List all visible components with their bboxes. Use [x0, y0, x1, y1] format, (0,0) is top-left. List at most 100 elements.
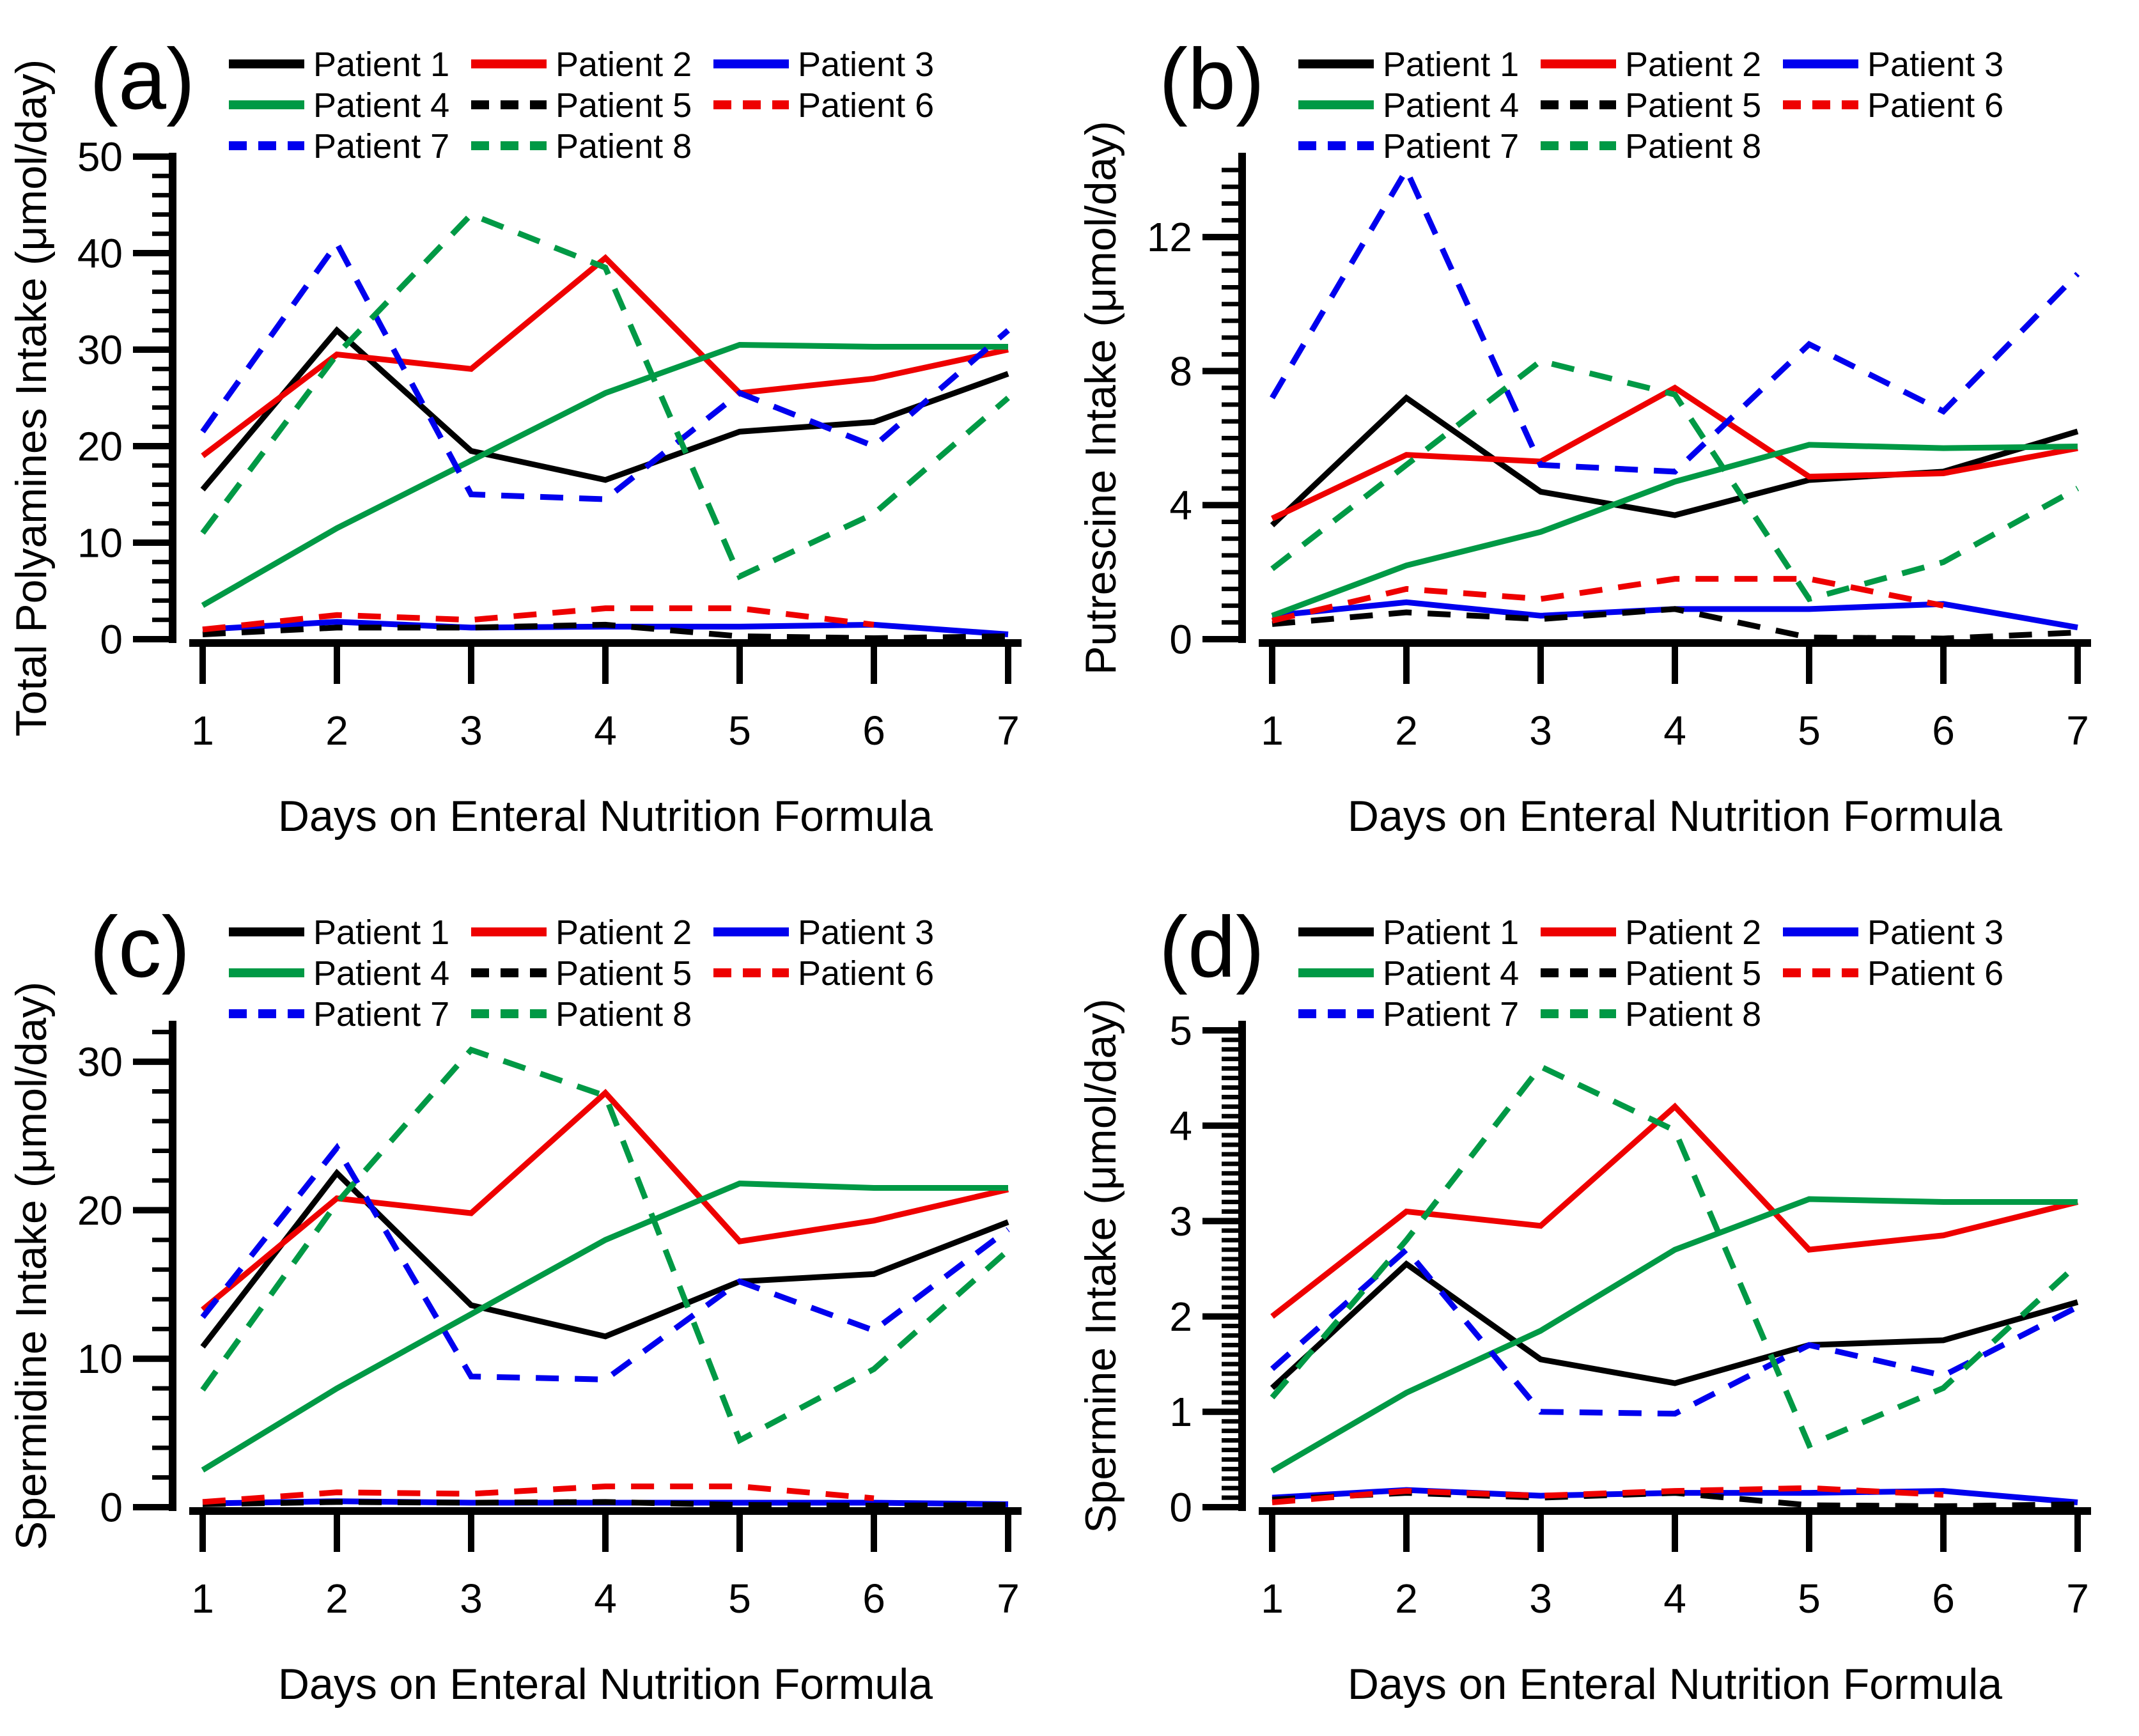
- legend-label: Patient 6: [1867, 86, 2003, 125]
- legend-label: Patient 6: [798, 86, 934, 125]
- legend-item: Patient 7: [1298, 127, 1519, 166]
- series-patient-6: [1272, 1485, 1944, 1506]
- legend-label: Patient 1: [313, 45, 449, 84]
- legend-label: Patient 7: [1383, 995, 1519, 1034]
- legend-label: Patient 6: [798, 954, 934, 993]
- series-patient-2: [201, 254, 1009, 458]
- x-axis-title: Days on Enteral Nutrition Formula: [278, 792, 933, 841]
- legend-label: Patient 5: [1625, 86, 1761, 125]
- series-patient-2: [1270, 1103, 2079, 1319]
- x-axis-title: Days on Enteral Nutrition Formula: [278, 1660, 933, 1709]
- legend-label: Patient 7: [313, 127, 449, 166]
- x-tick-label: 2: [325, 1576, 348, 1622]
- legend-label: Patient 5: [556, 954, 692, 993]
- y-tick-label: 30: [77, 1039, 123, 1085]
- y-tick-label: 8: [1169, 348, 1192, 394]
- panel-letter: (d): [1159, 899, 1264, 995]
- x-tick-label: 6: [862, 1576, 885, 1622]
- x-tick-label: 4: [594, 708, 617, 754]
- y-tick-label: 1: [1169, 1389, 1192, 1435]
- legend-item: Patient 3: [1783, 913, 2003, 952]
- y-tick-label: 5: [1169, 1007, 1192, 1053]
- legend-item: Patient 7: [229, 995, 449, 1034]
- legend-label: Patient 2: [1625, 45, 1761, 84]
- x-tick-label: 4: [1663, 1576, 1686, 1622]
- legend-label: Patient 5: [556, 86, 692, 125]
- legend-label: Patient 8: [1625, 127, 1761, 166]
- legend-item: Patient 1: [229, 913, 449, 952]
- series-patient-6: [202, 1483, 875, 1505]
- chart-canvas-a: 0 10 20 30 40 50 Total Polyamines Intake (μmol…: [7, 31, 1022, 841]
- panel-letter: (a): [89, 31, 195, 127]
- y-tick-label: 30: [77, 327, 123, 373]
- legend-item: Patient 8: [1541, 995, 1761, 1034]
- series-patient-7: [200, 1142, 1010, 1383]
- series-patient-4: [1270, 1196, 2078, 1474]
- series-patient-7: [1270, 164, 2080, 475]
- x-tick-label: 2: [1395, 1576, 1418, 1622]
- x-axis-title: Days on Enteral Nutrition Formula: [1348, 1660, 2002, 1709]
- x-tick-label: 3: [1529, 1576, 1552, 1622]
- series-group: [200, 211, 1010, 641]
- legend-label: Patient 4: [1383, 954, 1519, 993]
- legend-item: Patient 6: [713, 86, 934, 125]
- legend-item: Patient 8: [1541, 127, 1761, 166]
- y-tick-label: 4: [1169, 1103, 1192, 1149]
- series-patient-8: [200, 1046, 1010, 1445]
- x-tick-label: 3: [1529, 708, 1552, 754]
- legend-label: Patient 8: [1625, 995, 1761, 1034]
- legend-label: Patient 2: [556, 913, 692, 952]
- legend-item: Patient 8: [471, 127, 692, 166]
- x-axis: 1 2 3 4 5 6 7 Days on Enteral Nutrition Formula: [1259, 1507, 2091, 1709]
- series-patient-8: [200, 211, 1010, 580]
- legend-item: Patient 3: [713, 913, 934, 952]
- legend-label: Patient 4: [1383, 86, 1519, 125]
- legend-label: Patient 4: [313, 954, 449, 993]
- series-patient-2: [201, 1089, 1009, 1312]
- y-axis-title: Spermine Intake (μmol/day): [1077, 998, 1125, 1533]
- legend-label: Patient 6: [1867, 954, 2003, 993]
- y-tick-label: 4: [1169, 483, 1192, 529]
- legend-label: Patient 2: [556, 45, 692, 84]
- legend-item: Patient 4: [229, 954, 449, 993]
- y-axis-title: Spermidine Intake (μmol/day): [7, 982, 56, 1551]
- y-axis: 0 10 20 30 Spermidine Intake (μmol/day): [7, 982, 176, 1551]
- y-tick-label: 40: [77, 230, 123, 276]
- x-tick-label: 3: [460, 1576, 483, 1622]
- legend-label: Patient 8: [556, 127, 692, 166]
- x-axis: 1 2 3 4 5 6 7 Days on Enteral Nutrition Formula: [189, 1507, 1022, 1709]
- legend-label: Patient 4: [313, 86, 449, 125]
- y-tick-label: 0: [1169, 1484, 1192, 1530]
- legend-item: Patient 1: [1298, 45, 1519, 84]
- y-axis-title: Total Polyamines Intake (μmol/day): [7, 59, 56, 737]
- x-tick-label: 1: [191, 708, 214, 754]
- x-tick-label: 1: [1261, 708, 1284, 754]
- legend-item: Patient 8: [471, 995, 692, 1034]
- y-tick-label: 2: [1169, 1294, 1192, 1340]
- legend-item: Patient 5: [471, 86, 692, 125]
- legend-item: Patient 2: [471, 913, 692, 952]
- x-tick-label: 7: [2066, 708, 2089, 754]
- legend-label: Patient 3: [798, 45, 934, 84]
- series-patient-4: [1271, 442, 2078, 619]
- y-tick-label: 0: [100, 1484, 123, 1530]
- legend-item: Patient 3: [713, 45, 934, 84]
- legend-item: Patient 4: [1298, 86, 1519, 125]
- panel-letter: (b): [1159, 31, 1264, 127]
- x-axis-title: Days on Enteral Nutrition Formula: [1348, 792, 2002, 841]
- y-tick-label: 3: [1169, 1198, 1192, 1244]
- y-axis: 0 10 20 30 40 50 Total Polyamines Intake (μmol…: [7, 59, 176, 737]
- legend-label: Patient 5: [1625, 954, 1761, 993]
- series-patient-1: [200, 326, 1009, 492]
- legend-label: Patient 7: [1383, 127, 1519, 166]
- x-tick-label: 1: [191, 1576, 214, 1622]
- legend-item: Patient 3: [1783, 45, 2003, 84]
- legend-item: Patient 4: [1298, 954, 1519, 993]
- panel-b: 0 4 8 12 Putrescine Intake (μmol/day) 1 2 3 4 5 6 7…: [1070, 0, 2139, 868]
- panel-d: 0 1 2 3 4 5 Spermine Intake (μmol/day) 1 2 3 4 5 6 7 D…: [1070, 868, 2139, 1736]
- legend-item: Patient 6: [1783, 86, 2003, 125]
- legend-label: Patient 2: [1625, 913, 1761, 952]
- legend-item: Patient 6: [713, 954, 934, 993]
